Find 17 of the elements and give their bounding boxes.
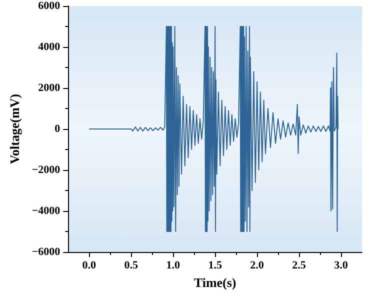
x-tick-label: 0.0 xyxy=(82,260,97,272)
x-tick-label: 1.5 xyxy=(208,260,222,272)
y-tick-label: 0 xyxy=(54,123,61,135)
y-tick-label: −2000 xyxy=(32,164,61,176)
x-axis-title: Time(s) xyxy=(194,275,236,290)
y-tick-label: 2000 xyxy=(38,82,61,94)
line-series xyxy=(88,26,339,232)
x-tick-label: 2.5 xyxy=(292,260,306,272)
x-tick-label: 0.5 xyxy=(124,260,139,272)
y-tick-label: 4000 xyxy=(38,41,61,53)
y-tick-label: −6000 xyxy=(32,246,61,258)
y-axis-title: Voltage(mV) xyxy=(7,94,22,164)
y-tick-label: −4000 xyxy=(32,205,61,217)
x-tick-label: 1.0 xyxy=(166,260,180,272)
x-tick-label: 2.0 xyxy=(250,260,264,272)
x-tick-label: 3.0 xyxy=(334,260,348,272)
y-tick-label: 6000 xyxy=(38,0,61,12)
